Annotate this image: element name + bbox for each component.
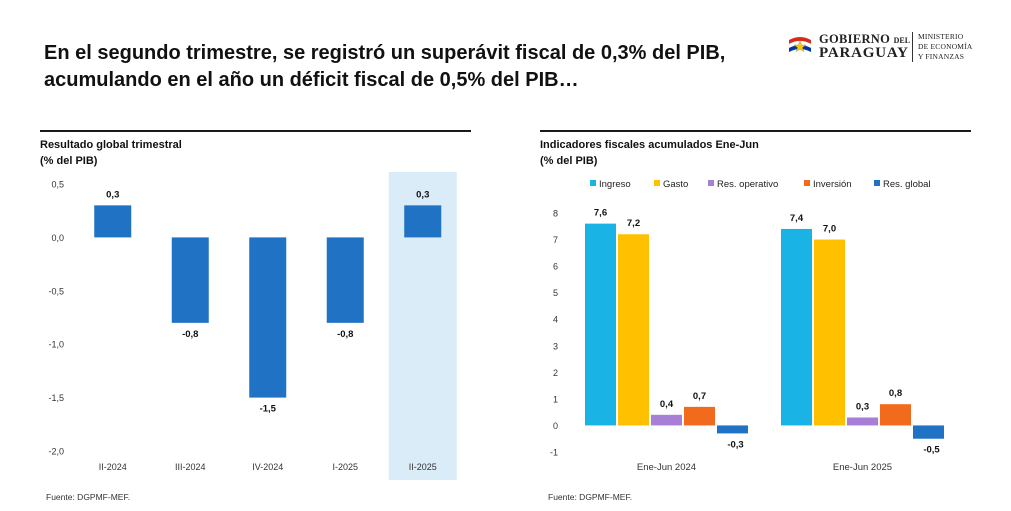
government-logo: GOBIERNO DEL PARAGUAY MINISTERIO DE ECON… <box>786 30 996 66</box>
bar <box>404 205 442 238</box>
legend-swatch <box>874 180 880 186</box>
quarterly-balance-chart: 0,5 0,0 -0,5 -1,0 -1,5 -2,0 0,3 II-2024 -0,8 III-… <box>48 172 457 480</box>
y-tick-label: 0 <box>553 421 558 431</box>
x-tick-label: I-2025 <box>332 462 358 472</box>
legend-label: Inversión <box>813 179 852 190</box>
bar-value-label: 7,6 <box>594 208 607 219</box>
x-tick-label: Ene-Jun 2024 <box>637 462 696 473</box>
x-tick-label: Ene-Jun 2025 <box>833 462 892 473</box>
y-tick-label: 0,0 <box>51 233 64 243</box>
y-tick-label: 7 <box>553 235 558 245</box>
bar-value-label: -1,5 <box>260 404 277 415</box>
legend-item: Ingreso <box>590 179 631 190</box>
left-chart-subtitle: (% del PIB) <box>40 155 98 167</box>
legend-item: Res. operativo <box>708 179 778 190</box>
y-tick-label: -2,0 <box>48 447 64 457</box>
y-tick-label: -1,0 <box>48 340 64 350</box>
y-tick-label: -0,5 <box>48 286 64 296</box>
left-source: Fuente: DGPMF-MEF. <box>46 492 131 502</box>
y-tick-label: -1 <box>550 448 558 458</box>
headline: En el segundo trimestre, se registró un … <box>44 40 744 94</box>
bar <box>880 404 911 426</box>
y-tick-label: 2 <box>553 368 558 378</box>
bar <box>913 425 944 439</box>
bar-value-label: -0,3 <box>727 439 743 450</box>
bar-value-label: 0,4 <box>660 399 674 410</box>
y-tick-label: 8 <box>553 209 558 219</box>
legend-label: Res. operativo <box>717 179 778 190</box>
bar-value-label: 0,3 <box>416 189 429 200</box>
bar-value-label: 0,7 <box>693 391 706 402</box>
y-tick-label: -1,5 <box>48 393 64 403</box>
left-chart-title: Resultado global trimestral <box>40 139 182 151</box>
logo-gobierno-text: GOBIERNO <box>819 32 891 46</box>
legend-swatch <box>590 180 596 186</box>
bar-value-label: -0,8 <box>182 329 198 340</box>
x-tick-label: IV-2024 <box>252 462 283 472</box>
right-panel-rule <box>540 130 971 132</box>
y-tick-label: 5 <box>553 288 558 298</box>
left-panel-title: Resultado global trimestral (% del PIB) <box>40 137 182 169</box>
bar <box>781 228 812 426</box>
legend-item: Gasto <box>654 179 688 190</box>
y-tick-label: 1 <box>553 394 558 404</box>
logo-gobierno: GOBIERNO DEL <box>819 32 910 47</box>
bar <box>618 234 649 426</box>
bar-value-label: 0,3 <box>856 401 869 412</box>
y-tick-label: 3 <box>553 341 558 351</box>
logo-divider <box>912 32 913 62</box>
y-tick-label: 0,5 <box>51 180 64 190</box>
right-source: Fuente: DGPMF-MEF. <box>548 492 633 502</box>
legend-label: Gasto <box>663 179 688 190</box>
x-tick-label: III-2024 <box>175 462 206 472</box>
bar <box>684 406 715 426</box>
logo-ministerio-line-3: Y FINANZAS <box>918 52 965 61</box>
right-chart-subtitle: (% del PIB) <box>540 155 598 167</box>
paraguay-flag-icon <box>788 37 812 53</box>
bar-value-label: 7,2 <box>627 218 640 229</box>
bar <box>171 237 209 323</box>
bar <box>717 425 748 434</box>
headline-line-1: En el segundo trimestre, se registró un … <box>44 42 726 64</box>
left-panel-rule <box>40 130 471 132</box>
legend-label: Ingreso <box>599 179 631 190</box>
x-tick-label: II-2025 <box>409 462 437 472</box>
bar-value-label: -0,8 <box>337 329 353 340</box>
bar <box>326 237 364 323</box>
logo-ministerio-line-2: DE ECONOMÍA <box>918 42 973 51</box>
legend-swatch <box>708 180 714 186</box>
bar-value-label: 0,3 <box>106 189 119 200</box>
right-panel-title: Indicadores fiscales acumulados Ene-Jun … <box>540 137 759 169</box>
y-tick-label: 4 <box>553 315 558 325</box>
bar-value-label: -0,5 <box>923 445 940 456</box>
x-tick-label: II-2024 <box>99 462 127 472</box>
star-icon <box>793 40 807 53</box>
bar <box>814 239 845 426</box>
bar <box>651 414 682 426</box>
bar <box>94 205 132 238</box>
right-chart-title: Indicadores fiscales acumulados Ene-Jun <box>540 139 759 151</box>
legend-item: Res. global <box>874 179 931 190</box>
bar <box>249 237 287 398</box>
logo-ministerio: MINISTERIO DE ECONOMÍA Y FINANZAS <box>918 32 973 62</box>
logo-paraguay-text: PARAGUAY <box>819 45 909 61</box>
legend-label: Res. global <box>883 179 931 190</box>
fiscal-indicators-chart: Ingreso Gasto Res. operativo Inversión Res. … <box>550 179 944 473</box>
logo-ministerio-line-1: MINISTERIO <box>918 32 964 41</box>
bar <box>585 223 616 426</box>
bar-value-label: 7,4 <box>790 213 804 224</box>
headline-line-2: acumulando en el año un déficit fiscal d… <box>44 69 579 91</box>
legend-item: Inversión <box>804 179 852 190</box>
bar-value-label: 7,0 <box>823 224 836 235</box>
legend-swatch <box>654 180 660 186</box>
y-tick-label: 6 <box>553 262 558 272</box>
bar <box>847 417 878 426</box>
bar-value-label: 0,8 <box>889 388 902 399</box>
logo-del-text: DEL <box>893 36 911 45</box>
legend-swatch <box>804 180 810 186</box>
